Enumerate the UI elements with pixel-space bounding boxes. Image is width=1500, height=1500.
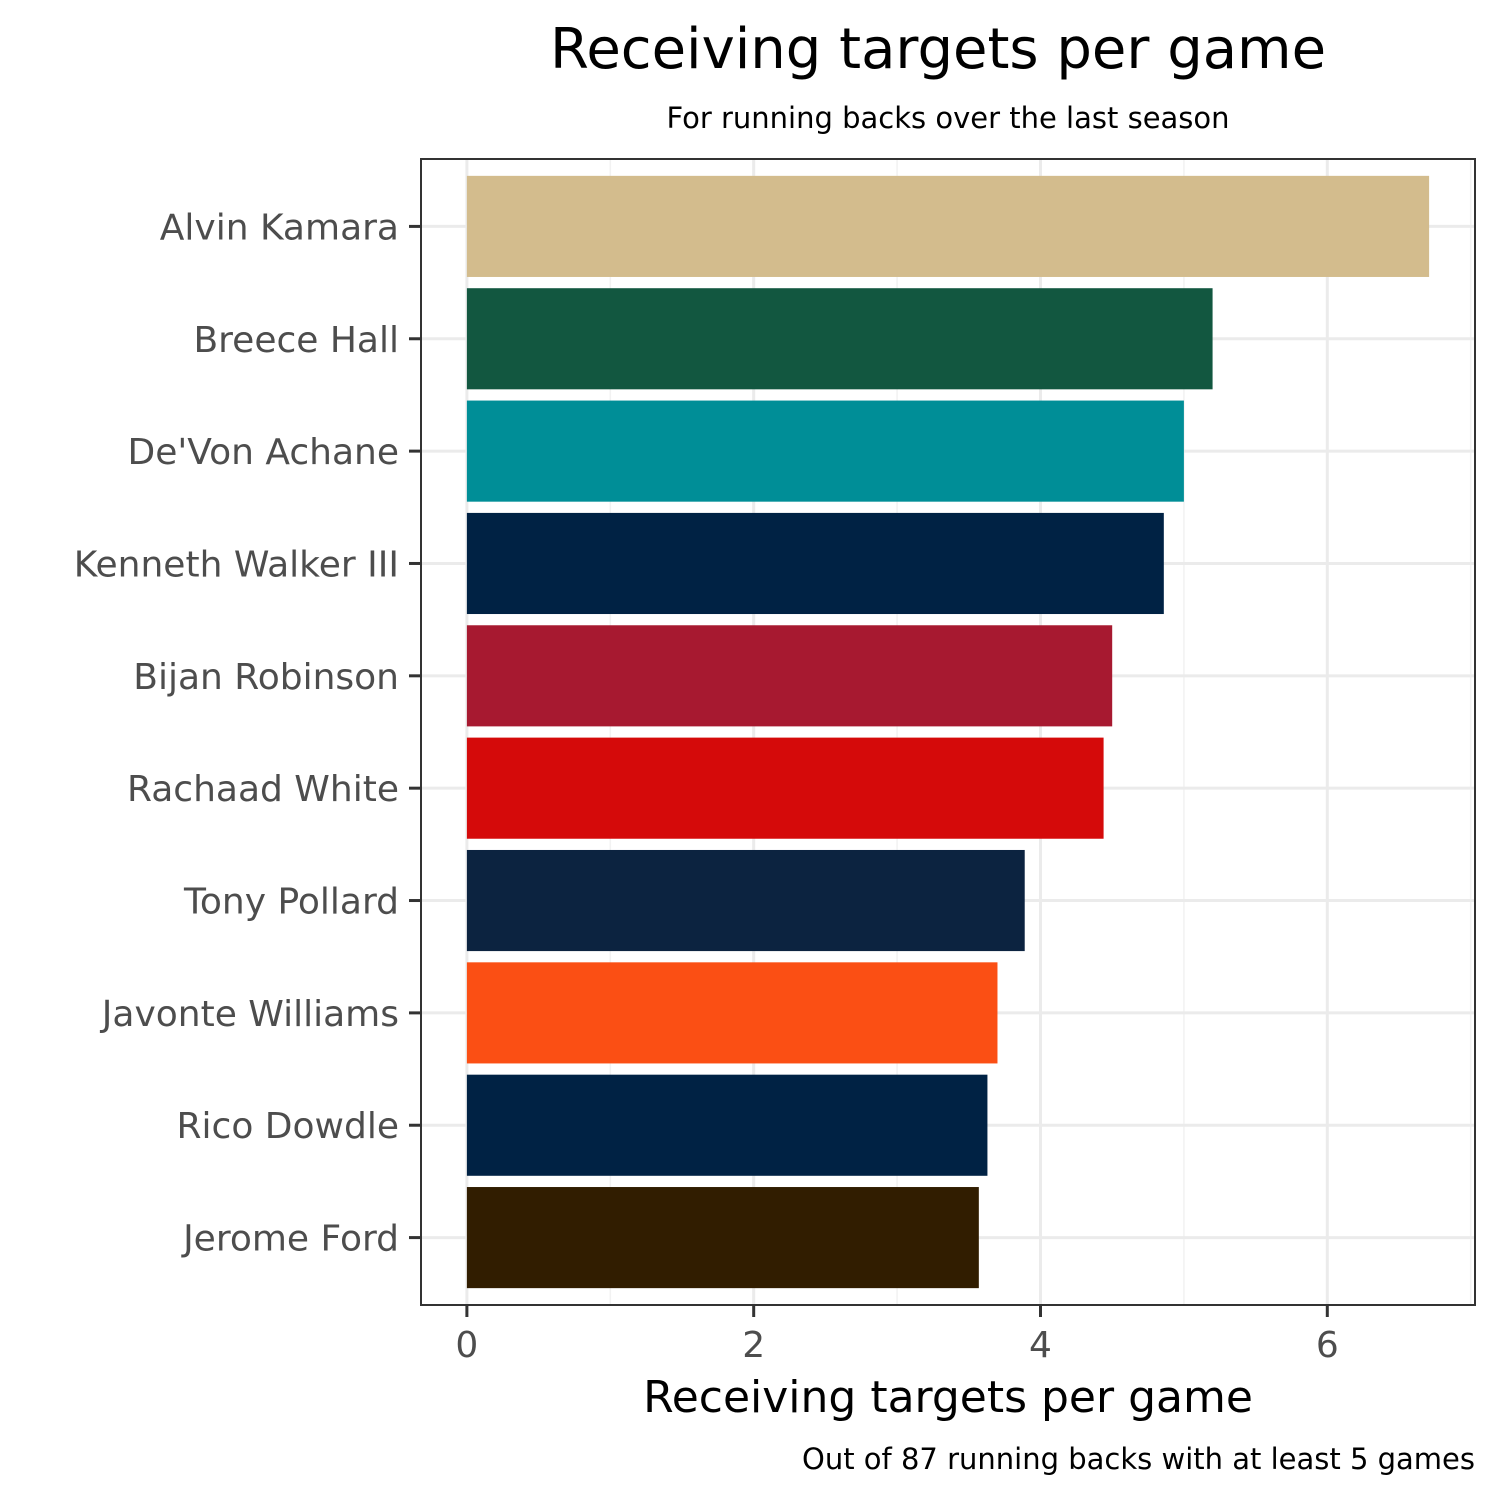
bar [466,625,1113,727]
y-tick-label: Alvin Kamara [160,207,399,248]
chart-caption: Out of 87 running backs with at least 5 … [802,1442,1475,1476]
bar [466,512,1164,615]
x-tick-label: 6 [1316,1325,1339,1366]
y-axis: Alvin Kamara Breece Hall De'Von Achane Kenn… [74,207,421,1260]
y-tick-label: Rico Dowdle [177,1106,399,1147]
y-tick-label: Rachaad White [127,769,399,810]
y-tick-label: Bijan Robinson [133,657,399,698]
x-axis-label: Receiving targets per game [643,1372,1253,1423]
bar [466,1074,988,1176]
y-tick-label: Breece Hall [193,320,399,361]
x-tick-label: 2 [742,1325,765,1366]
bar [466,962,998,1064]
bar [466,849,1025,952]
y-tick-label: De'Von Achane [127,432,399,473]
x-tick-label: 4 [1029,1325,1052,1366]
bar [466,737,1104,839]
bar [466,288,1213,390]
bars [466,175,1430,1289]
x-axis: 0 2 4 6 [455,1305,1339,1366]
chart-title: Receiving targets per game [550,17,1326,82]
y-tick-label: Kenneth Walker III [74,544,399,585]
bar [466,400,1184,502]
y-tick-label: Javonte Williams [100,994,399,1035]
y-tick-label: Jerome Ford [181,1219,399,1260]
y-tick-label: Tony Pollard [183,882,399,923]
bar [466,1187,979,1289]
bar [466,175,1430,277]
plot-panel-border [420,158,1476,1306]
chart-subtitle: For running backs over the last season [666,101,1229,135]
x-tick-label: 0 [455,1325,478,1366]
